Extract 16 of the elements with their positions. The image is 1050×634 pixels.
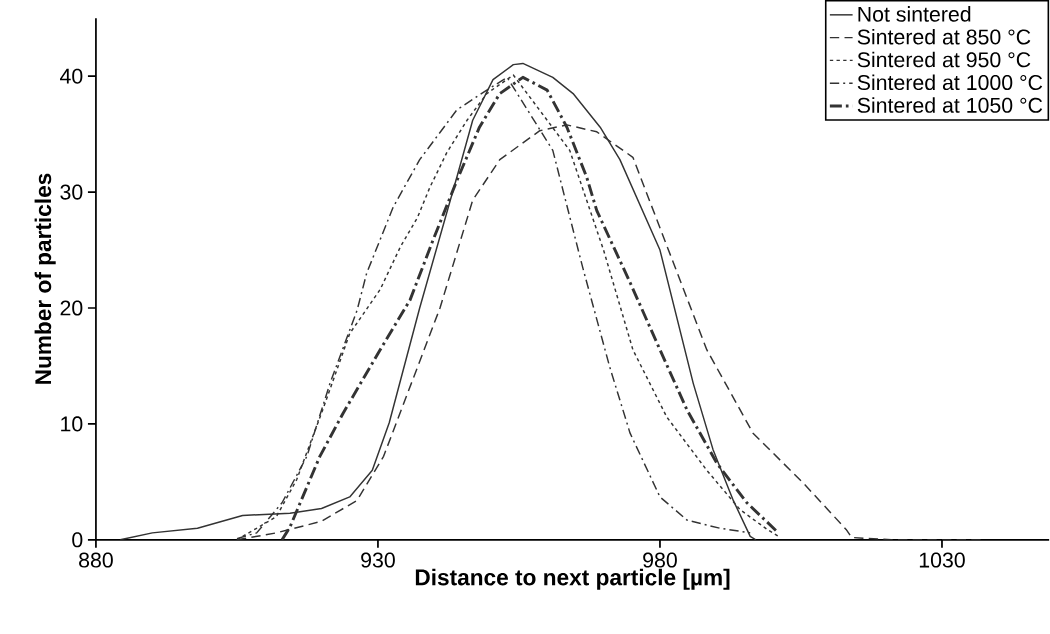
y-tick-label: 40 xyxy=(60,68,83,84)
y-tick-label: 10 xyxy=(61,416,83,432)
y-tick-label: 30 xyxy=(60,184,83,200)
y-axis-title: Number of particles xyxy=(34,173,56,384)
legend-label: Not sintered xyxy=(858,6,971,22)
x-tick-label: 930 xyxy=(361,552,395,568)
x-tick-label: 980 xyxy=(643,552,677,568)
x-axis-title: Distance to next particle [µm] xyxy=(415,568,730,590)
x-tick-label: 880 xyxy=(79,552,113,568)
legend-label: Sintered at 950 °C xyxy=(857,51,1031,68)
legend-label: Sintered at 1000 °C xyxy=(857,74,1043,91)
x-tick-label: 1030 xyxy=(919,552,965,568)
y-tick-label: 20 xyxy=(60,300,83,316)
y-tick-label: 0 xyxy=(72,532,83,548)
legend-label: Sintered at 1050 °C xyxy=(857,97,1043,113)
legend-label: Sintered at 850 °C xyxy=(857,29,1031,45)
